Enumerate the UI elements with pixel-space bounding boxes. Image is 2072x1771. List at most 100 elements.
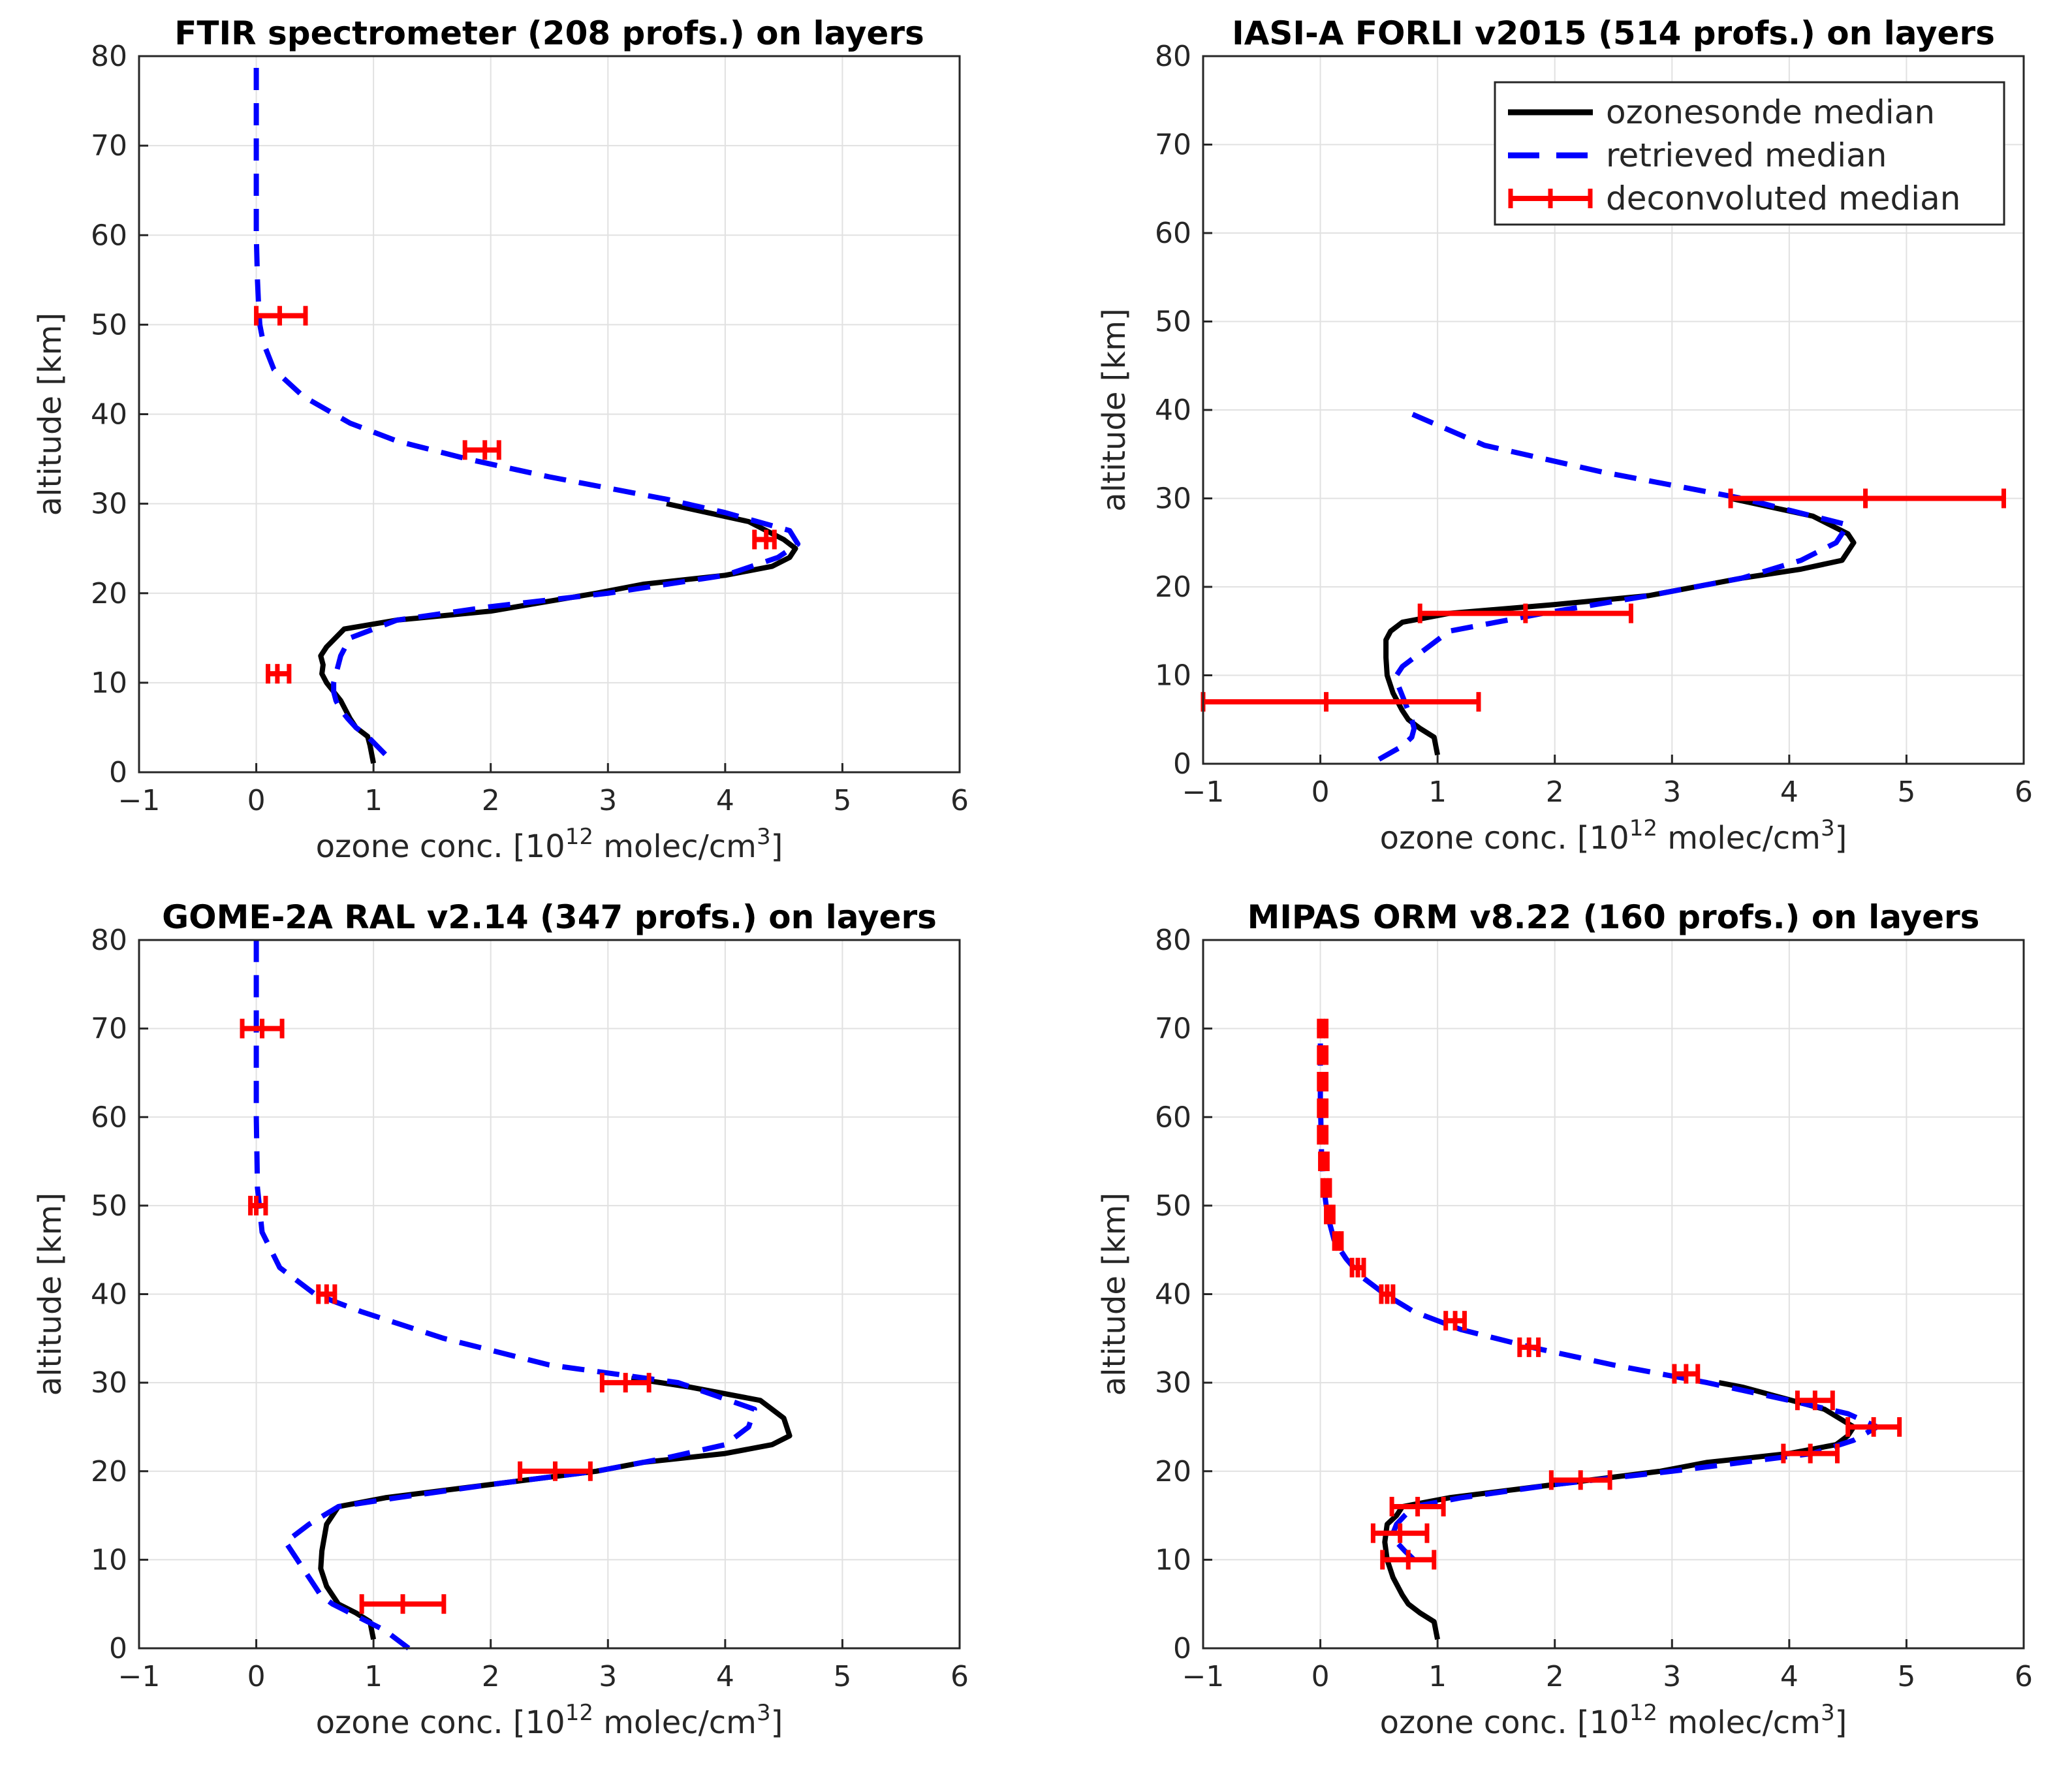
deconvoluted-errorbar: [1548, 1470, 1612, 1490]
deconvoluted-errorbar: [1380, 1550, 1437, 1570]
deconvoluted-errorbar: [1417, 603, 1633, 623]
retrieved-median-line: [253, 56, 801, 757]
y-tick-label: 40: [1155, 394, 1191, 427]
x-tick-label: 5: [1897, 1660, 1915, 1693]
y-tick-label: 30: [91, 1366, 127, 1400]
deconvoluted-errorbar: [1332, 1231, 1344, 1251]
x-tick-label: 3: [1663, 776, 1681, 809]
x-tick-label: 1: [1428, 776, 1447, 809]
x-tick-label: 6: [950, 1660, 969, 1693]
deconvoluted-errorbar: [599, 1373, 651, 1393]
x-tick-label: 4: [716, 1660, 734, 1693]
deconvoluted-errorbar: [1728, 488, 2006, 509]
y-axis-label: altitude [km]: [32, 1193, 69, 1396]
x-tick-label: 5: [1897, 776, 1915, 809]
x-tick-label: −1: [118, 1660, 161, 1693]
deconvoluted-errorbar: [1320, 1178, 1332, 1198]
y-tick-label: 70: [91, 1012, 127, 1046]
y-tick-label: 80: [91, 924, 127, 957]
legend-label: deconvoluted median: [1606, 180, 1960, 217]
deconvoluted-errorbar: [1781, 1443, 1840, 1464]
x-tick-label: 1: [1428, 1660, 1447, 1693]
y-tick-label: 40: [1155, 1278, 1191, 1311]
y-tick-label: 20: [91, 1455, 127, 1488]
panel-title: GOME-2A RAL v2.14 (347 profs.) on layers: [162, 898, 937, 936]
deconvoluted-errorbar: [1845, 1417, 1902, 1437]
y-tick-label: 70: [91, 129, 127, 163]
legend-item: deconvoluted median: [1508, 180, 1960, 217]
y-tick-label: 80: [1155, 40, 1191, 73]
y-axis-label: altitude [km]: [1096, 308, 1133, 511]
panel-title: MIPAS ORM v8.22 (160 profs.) on layers: [1248, 898, 1980, 936]
x-tick-label: 0: [1311, 776, 1330, 809]
x-tick-label: 4: [716, 784, 734, 817]
x-tick-label: 3: [599, 784, 617, 817]
deconvoluted-errorbar: [359, 1594, 447, 1614]
y-tick-label: 60: [91, 219, 127, 252]
deconvoluted-errorbar: [1379, 1284, 1396, 1304]
x-tick-label: 1: [364, 1660, 383, 1693]
deconvoluted-errorbar: [1318, 1152, 1330, 1172]
deconvoluted-errorbar: [254, 306, 308, 326]
x-axis-label: ozone conc. [1012 molec/cm3]: [1380, 1700, 1847, 1741]
x-axis-label: ozone conc. [1012 molec/cm3]: [1380, 815, 1847, 856]
deconvoluted-errorbar: [1317, 1072, 1329, 1091]
deconvoluted-errorbar: [248, 1195, 268, 1215]
y-tick-label: 0: [1173, 1632, 1191, 1665]
y-tick-label: 20: [1155, 571, 1191, 604]
x-tick-label: −1: [118, 784, 161, 817]
y-axis-label: altitude [km]: [32, 313, 69, 516]
deconvoluted-errorbar: [1795, 1390, 1835, 1411]
x-tick-label: 1: [364, 784, 383, 817]
retrieved-median-line: [1377, 407, 1851, 762]
x-tick-label: 2: [482, 1660, 500, 1693]
y-tick-label: 20: [1155, 1455, 1191, 1488]
y-tick-label: 50: [91, 308, 127, 341]
y-tick-label: 60: [1155, 1101, 1191, 1134]
panel-title: FTIR spectrometer (208 profs.) on layers: [174, 14, 924, 52]
deconvoluted-errorbar: [266, 664, 292, 684]
x-tick-label: 0: [1311, 1660, 1330, 1693]
legend-item: ozonesonde median: [1508, 93, 1935, 131]
y-axis-label: altitude [km]: [1096, 1193, 1133, 1396]
x-tick-label: 0: [247, 784, 266, 817]
y-tick-label: 40: [91, 1278, 127, 1311]
legend: ozonesonde median retrieved median deconvo…: [1494, 81, 2005, 226]
deconvoluted-errorbar: [1517, 1337, 1541, 1357]
deconvoluted-errorbar: [1324, 1204, 1336, 1225]
y-tick-label: 70: [1155, 1012, 1191, 1046]
x-tick-label: 2: [482, 784, 500, 817]
y-tick-label: 50: [1155, 1189, 1191, 1223]
y-tick-label: 10: [1155, 659, 1191, 693]
deconvoluted-errorbar: [240, 1018, 285, 1039]
x-tick-label: 4: [1780, 776, 1798, 809]
deconvoluted-errorbar: [1443, 1311, 1467, 1331]
x-axis-label: ozone conc. [1012 molec/cm3]: [316, 824, 783, 865]
y-tick-label: 0: [109, 1632, 127, 1665]
y-tick-label: 20: [91, 577, 127, 610]
x-tick-label: 3: [1663, 1660, 1681, 1693]
deconvoluted-errorbar: [518, 1461, 593, 1481]
y-tick-label: 40: [91, 398, 127, 431]
y-tick-label: 50: [1155, 306, 1191, 339]
y-tick-label: 30: [1155, 1366, 1191, 1400]
y-tick-label: 80: [91, 40, 127, 73]
deconvoluted-errorbar: [1317, 1018, 1329, 1039]
y-tick-label: 60: [91, 1101, 127, 1134]
x-tick-label: 6: [2015, 1660, 2033, 1693]
deconvoluted-errorbar: [1349, 1257, 1366, 1277]
x-tick-label: 0: [247, 1660, 266, 1693]
deconvoluted-errorbar: [1389, 1497, 1446, 1516]
legend-label: ozonesonde median: [1606, 93, 1935, 131]
deconvoluted-errorbar: [1672, 1364, 1701, 1384]
deconvoluted-errorbar: [1317, 1045, 1329, 1065]
x-tick-label: 4: [1780, 1660, 1798, 1693]
x-tick-label: −1: [1182, 776, 1225, 809]
y-tick-label: 10: [1155, 1543, 1191, 1576]
deconvoluted-errorbar: [1317, 1098, 1329, 1118]
